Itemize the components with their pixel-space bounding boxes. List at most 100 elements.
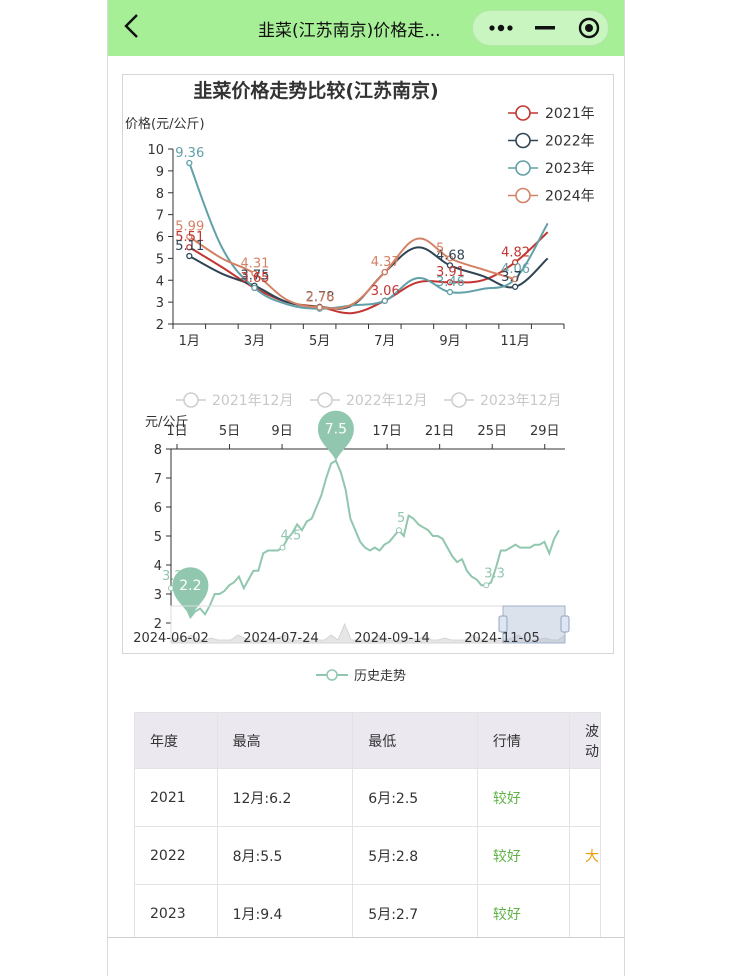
legend-label: 2022年: [545, 134, 595, 150]
marker-pin-2.2: 2.2: [172, 567, 209, 618]
data-label: 5.11: [175, 239, 204, 254]
datazoom-date-label: 2024-07-24: [243, 631, 319, 646]
more-icon[interactable]: [479, 11, 523, 45]
y-tick-label: 2: [154, 617, 162, 632]
data-label: 3.75: [240, 269, 269, 284]
data-point: [251, 284, 258, 292]
history-legend[interactable]: 历史走势: [316, 665, 406, 684]
data-label: 9.36: [175, 146, 204, 161]
cell-low: 6月:2.5: [352, 768, 478, 827]
y-tick-label: 4: [154, 559, 162, 574]
data-point: [186, 252, 193, 260]
data-point: [511, 276, 519, 283]
marker-pin-shape: [317, 410, 354, 461]
col-high: 最高: [216, 712, 354, 769]
series-line-2024年: [188, 235, 516, 310]
minimize-icon[interactable]: [523, 11, 567, 45]
data-point: [251, 270, 258, 277]
legend-label: 2024年: [545, 189, 595, 205]
datazoom-preview: [170, 622, 566, 644]
x-tick-label: 5月: [309, 334, 330, 349]
data-point: [186, 159, 193, 167]
data-label: 4.06: [501, 262, 530, 277]
data-label: 4.31: [240, 256, 269, 271]
datazoom-handle-right[interactable]: [560, 615, 570, 633]
legend-label: 2021年12月: [212, 393, 293, 409]
data-point: [279, 544, 286, 551]
data-point: [446, 262, 454, 269]
x-tick-label: 1月: [179, 334, 200, 349]
legend-marker-icon: [515, 132, 531, 149]
col-market: 行情: [476, 712, 571, 769]
datazoom-handle-left[interactable]: [498, 615, 508, 633]
table-row: 2023 1月:9.4 5月:2.7 较好: [134, 884, 601, 943]
legend-line-icon: [316, 668, 348, 681]
table-row: 2022 8月:5.5 5月:2.8 较好 大: [134, 826, 601, 885]
data-label: 2.78: [306, 290, 335, 305]
cell-volatility: [569, 768, 601, 827]
x-tick-label: 5日: [219, 424, 240, 439]
x-tick-label: 9月: [439, 334, 460, 349]
data-point: [511, 259, 519, 266]
cell-market: 较好: [476, 826, 571, 885]
data-label: 3.46: [436, 275, 465, 290]
marker-pin-label: 7.5: [325, 422, 347, 438]
x-tick-label: 11月: [500, 334, 530, 349]
back-icon[interactable]: [122, 12, 154, 44]
data-point: [381, 297, 388, 304]
close-target-icon[interactable]: [567, 11, 611, 45]
data-point: [316, 304, 323, 311]
data-point: [186, 244, 193, 251]
data-point: [511, 283, 519, 290]
yearly-comparison-chart: 韭菜价格走势比较(江苏南京) 价格(元/公斤) 2 3 4 5 6 7 8 9 10 1月 3月 5月 7月…: [125, 79, 595, 349]
legend-marker-icon: [515, 105, 531, 121]
x-tick-label: 1日: [166, 424, 187, 439]
x-tick-label: 25日: [477, 424, 507, 439]
legend-marker-icon: [515, 160, 531, 176]
y-tick-label: 4: [156, 274, 164, 289]
legend-label: 2021年: [545, 106, 595, 122]
legend-marker-icon: [183, 392, 199, 408]
title-bar: 韭菜(江苏南京)价格走...: [108, 0, 624, 56]
summary-table: 年度 最高 最低 行情 波动 2021 12月:6.2 6月:2.5 较好 20…: [134, 712, 601, 943]
bottom-bar: [108, 937, 624, 976]
cell-low: 5月:2.7: [352, 884, 478, 943]
data-point: [446, 288, 454, 296]
data-label: 3.91: [436, 265, 465, 280]
data-label: 5: [436, 241, 444, 256]
chart-card: [122, 74, 614, 654]
x-tick-label: 29日: [530, 424, 560, 439]
data-point: [483, 582, 490, 589]
y-tick-label: 7: [154, 472, 162, 487]
y-tick-label: 9: [156, 165, 164, 180]
series-line-2023年: [188, 162, 549, 310]
y-tick-label: 6: [154, 501, 162, 516]
summary-table-wrap: 年度 最高 最低 行情 波动 2021 12月:6.2 6月:2.5 较好 20…: [134, 712, 601, 943]
y-tick-label: 3: [156, 296, 164, 311]
legend-marker-icon: [317, 392, 333, 408]
data-label: 4.68: [436, 248, 465, 263]
data-label: 3.06: [371, 284, 400, 299]
data-point: [381, 269, 388, 276]
datazoom-date-label: 2024-09-14: [354, 631, 430, 646]
y-tick-label: 7: [156, 209, 164, 224]
chart-title: 韭菜价格走势比较(江苏南京): [193, 79, 438, 102]
cell-high: 12月:6.2: [216, 768, 354, 827]
y-tick-label: 5: [154, 530, 162, 545]
cell-low: 5月:2.8: [352, 826, 478, 885]
y-tick-label: 3: [154, 588, 162, 603]
col-low: 最低: [352, 712, 478, 769]
history-legend-label: 历史走势: [354, 669, 407, 684]
data-label: 4.5: [281, 529, 302, 544]
mini-program-capsule: [472, 10, 609, 46]
cell-high: 8月:5.5: [216, 826, 354, 885]
data-point: [446, 255, 454, 262]
data-label: 3.3: [484, 566, 505, 581]
datazoom-date-label: 2024-11-05: [464, 631, 540, 646]
col-volatility: 波动: [569, 712, 601, 769]
cell-market: 较好: [476, 884, 571, 943]
cell-year: 2023: [134, 884, 218, 943]
cell-volatility: [569, 884, 601, 943]
cell-year: 2021: [134, 768, 218, 827]
